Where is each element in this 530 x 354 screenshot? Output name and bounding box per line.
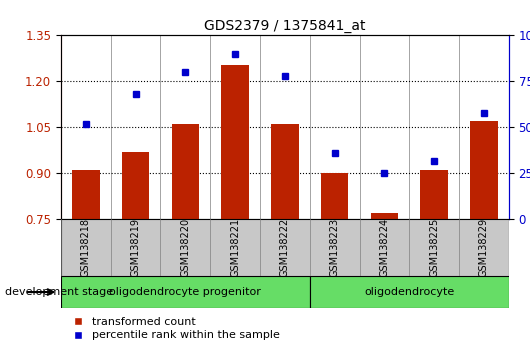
Text: GSM138220: GSM138220 xyxy=(180,218,190,278)
Text: oligodendrocyte: oligodendrocyte xyxy=(364,287,454,297)
Text: oligodendrocyte progenitor: oligodendrocyte progenitor xyxy=(109,287,261,297)
Text: GSM138221: GSM138221 xyxy=(230,218,240,278)
Text: GSM138223: GSM138223 xyxy=(330,218,340,278)
Text: GSM138229: GSM138229 xyxy=(479,218,489,278)
Text: development stage: development stage xyxy=(5,287,113,297)
Bar xyxy=(222,64,249,219)
Bar xyxy=(321,173,348,219)
Text: GSM138224: GSM138224 xyxy=(379,218,390,278)
Title: GDS2379 / 1375841_at: GDS2379 / 1375841_at xyxy=(204,19,366,33)
Text: GSM138218: GSM138218 xyxy=(81,218,91,277)
Text: GSM138225: GSM138225 xyxy=(429,218,439,278)
Bar xyxy=(470,121,498,219)
Text: GSM138222: GSM138222 xyxy=(280,218,290,278)
Text: GSM138219: GSM138219 xyxy=(130,218,140,277)
Bar xyxy=(370,213,398,219)
Bar xyxy=(122,152,149,219)
Bar xyxy=(72,170,100,219)
Legend: transformed count, percentile rank within the sample: transformed count, percentile rank withi… xyxy=(66,317,280,341)
Bar xyxy=(310,276,509,308)
Bar xyxy=(172,124,199,219)
Bar xyxy=(271,124,298,219)
Bar xyxy=(420,170,448,219)
Bar xyxy=(61,276,310,308)
